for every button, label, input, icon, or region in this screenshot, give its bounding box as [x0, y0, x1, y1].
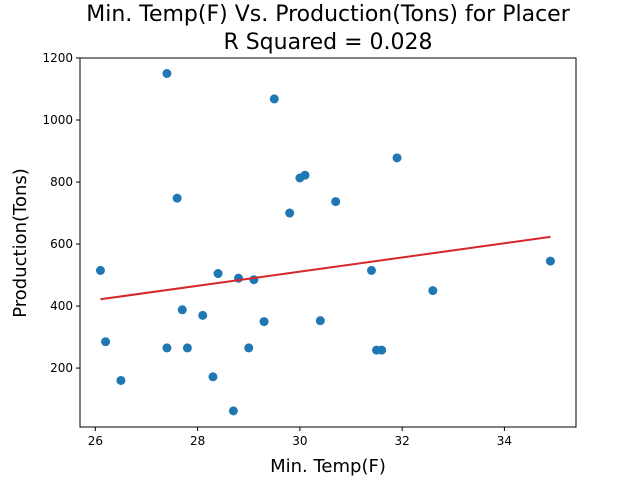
- y-tick-label: 800: [50, 175, 73, 189]
- data-point: [300, 170, 310, 180]
- x-tick-label: 34: [497, 434, 512, 448]
- chart-title-line2: R Squared = 0.028: [223, 30, 432, 55]
- y-tick-label: 400: [50, 299, 73, 313]
- data-point: [331, 197, 341, 207]
- data-point: [315, 316, 325, 326]
- data-point: [377, 345, 387, 355]
- data-point: [162, 343, 172, 353]
- data-point: [228, 406, 238, 416]
- y-axis-label: Production(Tons): [10, 168, 31, 318]
- y-tick-label: 1000: [42, 113, 73, 127]
- data-point: [269, 94, 279, 104]
- data-point: [285, 208, 295, 218]
- data-point: [208, 372, 218, 382]
- data-point: [177, 305, 187, 315]
- trendline: [100, 235, 551, 301]
- data-point: [95, 265, 105, 275]
- data-point: [428, 286, 438, 296]
- y-tick-label: 600: [50, 237, 73, 251]
- y-tick-label: 1200: [42, 51, 73, 65]
- data-point: [101, 337, 111, 347]
- chart-title-line1: Min. Temp(F) Vs. Production(Tons) for Pl…: [86, 2, 570, 27]
- x-tick-label: 32: [395, 434, 410, 448]
- plot-area-frame: [79, 57, 577, 428]
- data-point: [162, 69, 172, 79]
- data-point: [213, 269, 223, 279]
- data-point: [182, 343, 192, 353]
- data-point: [545, 256, 555, 266]
- x-axis-label: Min. Temp(F): [270, 456, 386, 477]
- y-tick-label: 200: [50, 361, 73, 375]
- x-tick-label: 28: [190, 434, 205, 448]
- y-axis-ticks: 200 400 600 800 1000 1200: [42, 51, 80, 375]
- x-axis-ticks: 26 28 30 32 34: [88, 427, 512, 448]
- x-tick-label: 26: [88, 434, 103, 448]
- data-point: [366, 265, 376, 275]
- data-point: [259, 317, 269, 327]
- data-point: [392, 153, 402, 163]
- data-point: [172, 193, 182, 203]
- x-tick-label: 30: [292, 434, 307, 448]
- data-point: [198, 310, 208, 320]
- trendline-group: [100, 235, 551, 301]
- data-point: [244, 343, 254, 353]
- data-point: [116, 375, 126, 385]
